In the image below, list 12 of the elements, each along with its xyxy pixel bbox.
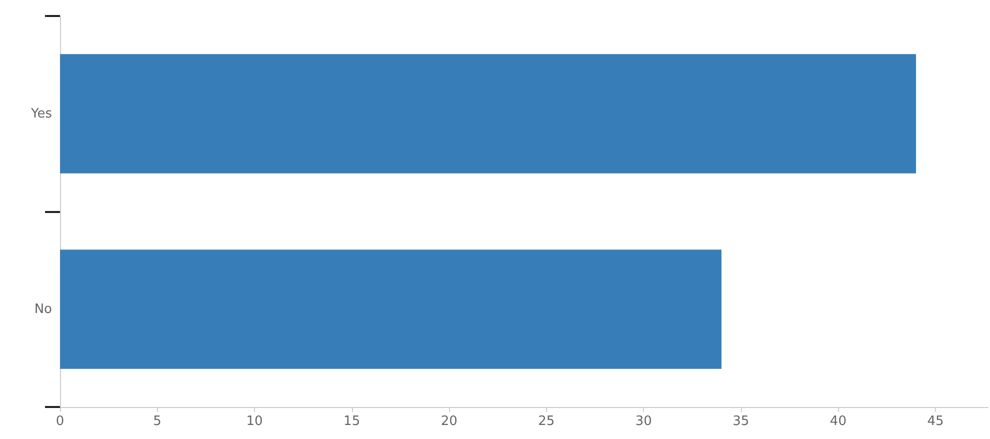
y-tick-label: Yes [30,106,52,122]
x-tick-label: 25 [538,414,555,429]
y-tick-label: No [34,302,52,317]
x-tick-label: 45 [927,414,944,429]
x-tick-label: 35 [732,414,750,429]
x-tick-label: 30 [635,414,652,429]
x-tick-label: 10 [246,414,263,429]
x-tick-label: 15 [344,414,360,429]
x-tick-label: 5 [153,414,162,429]
x-tick-label: 40 [830,414,846,429]
x-tick-label: 20 [440,414,458,429]
x-tick-label: 0 [56,414,64,429]
